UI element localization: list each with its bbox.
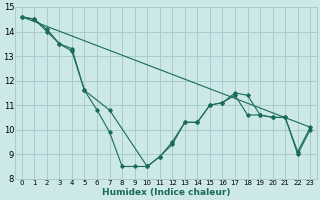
X-axis label: Humidex (Indice chaleur): Humidex (Indice chaleur)	[102, 188, 230, 197]
